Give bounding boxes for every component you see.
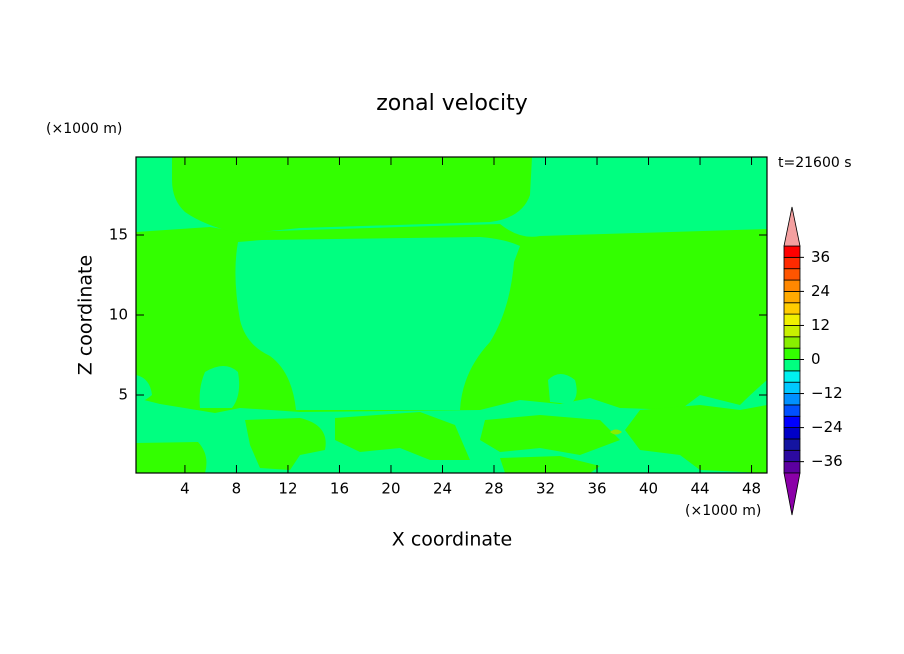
x-tick-label: 32 bbox=[536, 480, 555, 498]
colorbar-box bbox=[783, 370, 801, 383]
colorbar-box bbox=[783, 290, 801, 304]
y-axis-title: Z coordinate bbox=[75, 255, 97, 375]
x-tick-label: 48 bbox=[742, 480, 761, 498]
colorbar-box bbox=[783, 415, 801, 429]
colorbar-box bbox=[783, 245, 801, 258]
contour-region bbox=[136, 405, 767, 473]
contour-region bbox=[610, 429, 622, 435]
colorbar-box bbox=[783, 461, 801, 474]
colorbar-tick-label: 24 bbox=[811, 282, 830, 300]
x-tick-label: 16 bbox=[330, 480, 349, 498]
colorbar-box bbox=[783, 336, 801, 349]
x-tick-label: 20 bbox=[381, 480, 400, 498]
colorbar-tick-label: 0 bbox=[811, 350, 821, 368]
contour-region bbox=[235, 237, 520, 410]
chart-title: zonal velocity bbox=[376, 91, 528, 116]
x-tick-label: 4 bbox=[180, 480, 190, 498]
colorbar-box bbox=[783, 449, 801, 463]
y-unit: (×1000 m) bbox=[46, 121, 122, 137]
colorbar-box bbox=[783, 325, 801, 338]
y-tick-label: 10 bbox=[109, 306, 128, 324]
colorbar-box bbox=[783, 256, 801, 270]
x-tick-label: 24 bbox=[433, 480, 452, 498]
time-label: t=21600 s bbox=[778, 155, 852, 171]
colorbar-box bbox=[783, 359, 801, 372]
y-tick-label: 15 bbox=[109, 226, 128, 244]
colorbar-box bbox=[783, 302, 801, 315]
x-tick-label: 36 bbox=[587, 480, 606, 498]
colorbar-box bbox=[783, 427, 801, 440]
contour-field bbox=[136, 157, 767, 473]
x-tick-label: 8 bbox=[232, 480, 242, 498]
colorbar-box bbox=[783, 393, 801, 406]
colorbar-box bbox=[783, 268, 801, 281]
x-axis-title: X coordinate bbox=[392, 529, 512, 551]
colorbar-box bbox=[783, 404, 801, 417]
colorbar-box bbox=[783, 313, 801, 326]
x-unit: (×1000 m) bbox=[685, 503, 761, 519]
colorbar-tick-label: −24 bbox=[811, 418, 843, 436]
colorbar-box bbox=[783, 438, 801, 451]
colorbar-tick-label: −36 bbox=[811, 452, 843, 470]
x-tick-label: 12 bbox=[278, 480, 297, 498]
colorbar-box bbox=[783, 347, 801, 360]
y-tick-label: 5 bbox=[118, 386, 128, 404]
contour-region bbox=[136, 366, 577, 408]
colorbar-box bbox=[783, 279, 801, 292]
colorbar-box bbox=[783, 381, 801, 394]
colorbar-extension bbox=[783, 206, 801, 247]
x-tick-label: 28 bbox=[484, 480, 503, 498]
colorbar-tick-label: 12 bbox=[811, 316, 830, 334]
x-tick-label: 40 bbox=[639, 480, 658, 498]
x-tick-label: 44 bbox=[690, 480, 709, 498]
contour-region bbox=[172, 157, 532, 234]
colorbar-tick-label: 36 bbox=[811, 248, 830, 266]
colorbar-tick-label: −12 bbox=[811, 384, 843, 402]
colorbar-extension bbox=[783, 472, 801, 516]
